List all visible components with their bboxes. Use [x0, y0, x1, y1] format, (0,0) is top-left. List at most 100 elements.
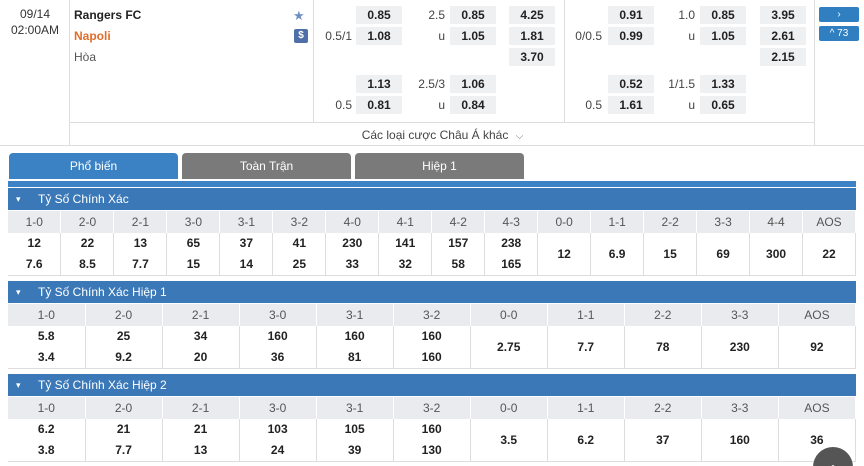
other-asian-bets-link[interactable]: Các loại cược Châu Á khác ⌵ — [70, 122, 815, 146]
draw-odds[interactable]: 230 — [701, 326, 779, 369]
away-odds[interactable]: 130 — [421, 443, 442, 457]
draw-odds[interactable]: 78 — [624, 326, 702, 369]
more-markets-button[interactable]: ^ 73 — [819, 26, 859, 41]
odds-cell[interactable]: 0.85 — [700, 6, 746, 24]
odds-cell[interactable]: 1.33 — [700, 75, 746, 93]
draw-odds[interactable]: 2.75 — [470, 326, 548, 369]
away-odds[interactable]: 7.7 — [132, 257, 149, 271]
odds-pair[interactable]: 65 15 — [166, 233, 221, 276]
draw-odds[interactable]: 69 — [696, 233, 751, 276]
away-odds[interactable]: 33 — [345, 257, 359, 271]
odds-cell[interactable]: 0.81 — [356, 96, 402, 114]
odds-cell[interactable]: 2.61 — [760, 27, 806, 45]
home-odds[interactable]: 160 — [421, 422, 442, 436]
star-icon[interactable]: ★ — [293, 8, 305, 23]
tab-full-match[interactable]: Toàn Trận — [182, 153, 351, 179]
scroll-to-top-button[interactable]: ︿ — [813, 447, 853, 466]
home-odds[interactable]: 105 — [344, 422, 365, 436]
away-odds[interactable]: 32 — [398, 257, 412, 271]
home-odds[interactable]: 37 — [239, 236, 254, 250]
odds-pair[interactable]: 157 58 — [431, 233, 486, 276]
aos-odds[interactable]: 92 — [778, 326, 857, 369]
odds-pair[interactable]: 34 20 — [162, 326, 240, 369]
odds-cell[interactable]: 1.61 — [608, 96, 654, 114]
odds-cell[interactable]: 0.85 — [450, 6, 496, 24]
odds-pair[interactable]: 103 24 — [239, 419, 317, 462]
odds-pair[interactable]: 13 7.7 — [113, 233, 168, 276]
away-odds[interactable]: 25 — [292, 257, 306, 271]
away-odds[interactable]: 3.8 — [37, 443, 55, 457]
odds-cell[interactable]: 0.91 — [608, 6, 654, 24]
tab-first-half[interactable]: Hiệp 1 — [355, 153, 524, 179]
draw-odds[interactable]: 3.5 — [470, 419, 548, 462]
home-odds[interactable]: 157 — [448, 236, 469, 250]
odds-pair[interactable]: 21 13 — [162, 419, 240, 462]
home-odds[interactable]: 65 — [186, 236, 201, 250]
odds-cell[interactable]: 1.06 — [450, 75, 496, 93]
odds-pair[interactable]: 6.2 3.8 — [8, 419, 86, 462]
odds-pair[interactable]: 37 14 — [219, 233, 274, 276]
next-button[interactable]: › — [819, 7, 859, 22]
home-odds[interactable]: 21 — [193, 422, 208, 436]
odds-cell[interactable]: 1.81 — [509, 27, 555, 45]
odds-cell[interactable]: 2.15 — [760, 48, 806, 66]
odds-cell[interactable]: 3.95 — [760, 6, 806, 24]
home-odds[interactable]: 160 — [267, 329, 288, 343]
odds-pair[interactable]: 141 32 — [378, 233, 433, 276]
odds-pair[interactable]: 12 7.6 — [8, 233, 62, 276]
section-header-correct-score[interactable]: ▾ Tỷ Số Chính Xác — [8, 188, 856, 210]
home-odds[interactable]: 12 — [27, 236, 41, 250]
draw-odds[interactable]: 160 — [701, 419, 779, 462]
odds-cell[interactable]: 0.85 — [356, 6, 402, 24]
away-odds[interactable]: 7.6 — [25, 257, 43, 271]
away-odds[interactable]: 24 — [270, 443, 285, 457]
home-odds[interactable]: 21 — [116, 422, 131, 436]
away-odds[interactable]: 15 — [186, 257, 201, 271]
odds-pair[interactable]: 105 39 — [316, 419, 394, 462]
home-odds[interactable]: 6.2 — [37, 422, 55, 436]
away-odds[interactable]: 14 — [239, 257, 254, 271]
away-odds[interactable]: 8.5 — [79, 257, 96, 271]
odds-cell[interactable]: 0.65 — [700, 96, 746, 114]
odds-cell[interactable]: 0.99 — [608, 27, 654, 45]
away-team[interactable]: Napoli — [74, 29, 111, 43]
odds-cell[interactable]: 4.25 — [509, 6, 555, 24]
home-odds[interactable]: 41 — [292, 236, 306, 250]
tab-popular[interactable]: Phổ biến — [9, 153, 178, 179]
odds-pair[interactable]: 230 33 — [325, 233, 380, 276]
away-odds[interactable]: 3.4 — [37, 350, 55, 364]
odds-cell[interactable]: 0.52 — [608, 75, 654, 93]
draw-odds[interactable]: 6.2 — [547, 419, 625, 462]
odds-cell[interactable]: 1.13 — [356, 75, 402, 93]
odds-cell[interactable]: 3.70 — [509, 48, 555, 66]
home-odds[interactable]: 22 — [80, 236, 95, 250]
home-odds[interactable]: 141 — [395, 236, 416, 250]
draw-odds[interactable]: 6.9 — [590, 233, 645, 276]
odds-cell[interactable]: 1.05 — [450, 27, 496, 45]
away-odds[interactable]: 7.7 — [115, 443, 132, 457]
away-odds[interactable]: 165 — [501, 257, 522, 271]
away-odds[interactable]: 20 — [193, 350, 208, 364]
odds-pair[interactable]: 21 7.7 — [85, 419, 163, 462]
draw-odds[interactable]: 15 — [643, 233, 698, 276]
home-odds[interactable]: 25 — [116, 329, 131, 343]
home-odds[interactable]: 34 — [193, 329, 208, 343]
odds-cell[interactable]: 1.08 — [356, 27, 402, 45]
away-odds[interactable]: 39 — [347, 443, 362, 457]
odds-pair[interactable]: 160 160 — [393, 326, 471, 369]
dollar-icon[interactable]: $ — [294, 29, 308, 43]
draw-odds[interactable]: 37 — [624, 419, 702, 462]
odds-pair[interactable]: 25 9.2 — [85, 326, 163, 369]
home-odds[interactable]: 160 — [421, 329, 442, 343]
draw-odds[interactable]: 300 — [749, 233, 804, 276]
home-odds[interactable]: 5.8 — [37, 329, 55, 343]
odds-cell[interactable]: 1.05 — [700, 27, 746, 45]
away-odds[interactable]: 13 — [193, 443, 208, 457]
odds-pair[interactable]: 41 25 — [272, 233, 327, 276]
home-odds[interactable]: 13 — [133, 236, 148, 250]
aos-odds[interactable]: 22 — [802, 233, 856, 276]
odds-pair[interactable]: 160 81 — [316, 326, 394, 369]
draw-odds[interactable]: 7.7 — [547, 326, 625, 369]
away-odds[interactable]: 81 — [347, 350, 362, 364]
odds-pair[interactable]: 5.8 3.4 — [8, 326, 86, 369]
